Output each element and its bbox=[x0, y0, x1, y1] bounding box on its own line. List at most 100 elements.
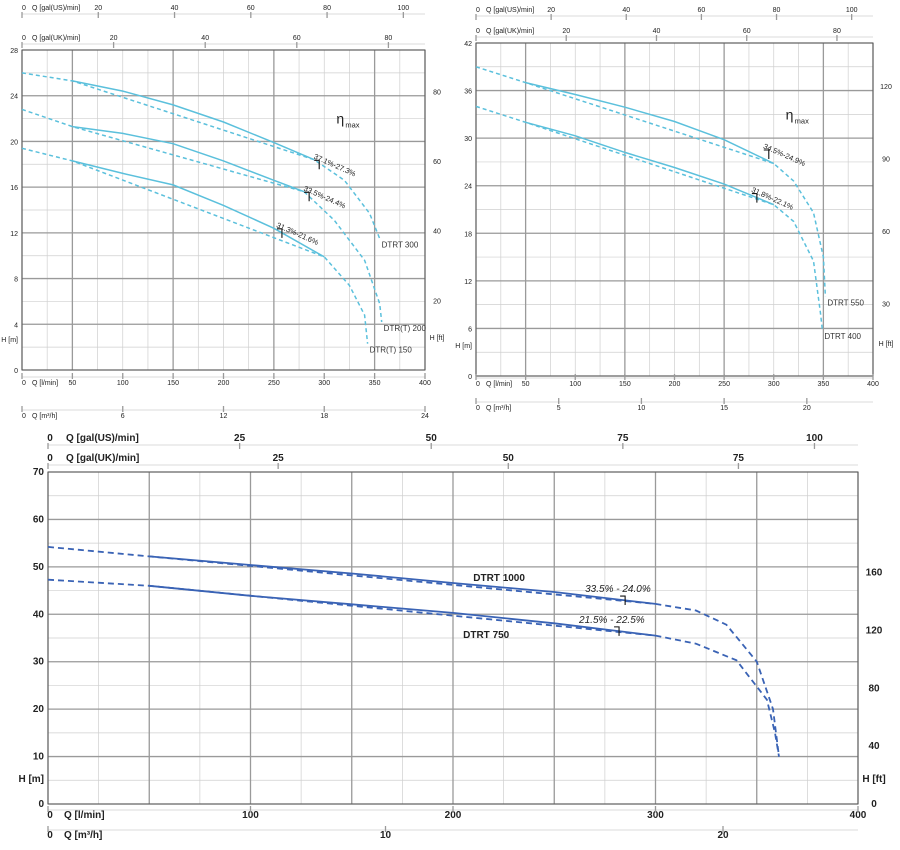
y-tick-label: 28 bbox=[10, 48, 18, 55]
top-tick-label: 60 bbox=[697, 7, 705, 14]
y-tick-label: 4 bbox=[14, 322, 18, 329]
bottom-tick-label: 100 bbox=[569, 381, 581, 388]
top-tick-label: 25 bbox=[234, 433, 246, 444]
y-tick-label-right: 60 bbox=[882, 229, 890, 236]
series-dashed-line bbox=[47, 578, 780, 757]
top-tick-label: 20 bbox=[110, 35, 118, 42]
series-solid-line bbox=[149, 555, 656, 605]
y-tick-label: 12 bbox=[464, 279, 472, 286]
bottom-tick-label: 15 bbox=[720, 405, 728, 412]
bottom-tick-label: 0 bbox=[22, 380, 26, 387]
y-tick-label-right: 160 bbox=[866, 568, 883, 579]
top-tick-label: 0 bbox=[22, 35, 26, 42]
bottom-axis-label: Q [l/min] bbox=[64, 810, 105, 821]
top-tick-label: 20 bbox=[562, 28, 570, 35]
top-tick-label: 80 bbox=[833, 28, 841, 35]
bottom-tick-label: 18 bbox=[320, 413, 328, 420]
top-tick-label: 75 bbox=[617, 433, 629, 444]
bottom-axis-label: Q [m³/h] bbox=[64, 830, 102, 841]
top-tick-label: 25 bbox=[273, 453, 285, 464]
series-name-label: DTRT 1000 bbox=[473, 573, 525, 584]
series-dtrt-750: 21.5% - 22.5% DTRT 750 bbox=[47, 578, 780, 757]
bottom-tick-label: 50 bbox=[522, 381, 530, 388]
top-tick-label: 100 bbox=[397, 5, 409, 12]
top-tick-label: 60 bbox=[247, 5, 255, 12]
top-tick-label: 75 bbox=[733, 453, 745, 464]
bottom-tick-label: 350 bbox=[369, 380, 381, 387]
bottom-tick-label: 20 bbox=[717, 830, 729, 841]
bottom-tick-label: 0 bbox=[476, 381, 480, 388]
efficiency-marker bbox=[314, 159, 320, 170]
bottom-tick-label: 200 bbox=[218, 380, 230, 387]
bottom-tick-label: 10 bbox=[638, 405, 646, 412]
y-tick-label-right: 60 bbox=[433, 159, 441, 166]
bottom-tick-label: 50 bbox=[68, 380, 76, 387]
y-tick-label-right: 30 bbox=[882, 302, 890, 309]
top-axis-label: Q [gal(US)/min] bbox=[32, 5, 80, 12]
top-tick-label: 80 bbox=[385, 35, 393, 42]
top-tick-label: 0 bbox=[476, 28, 480, 35]
bottom-tick-label: 0 bbox=[476, 405, 480, 412]
series-dashed-line bbox=[47, 546, 780, 757]
bottom-tick-label: 20 bbox=[803, 405, 811, 412]
y-tick-label: 20 bbox=[10, 139, 18, 146]
bottom-axis-label: Q [m³/h] bbox=[32, 413, 57, 420]
top-axis-label: Q [gal(UK)/min] bbox=[486, 28, 534, 35]
series-name-label: DTRT 550 bbox=[827, 299, 864, 308]
y-tick-label: 8 bbox=[14, 277, 18, 284]
y-tick-label: 42 bbox=[464, 41, 472, 48]
y-tick-label-right: 80 bbox=[868, 683, 880, 694]
efficiency-marker bbox=[304, 191, 310, 202]
bottom-tick-label: 200 bbox=[445, 810, 462, 821]
y-tick-label: 12 bbox=[10, 231, 18, 238]
top-axis-label: Q [gal(US)/min] bbox=[66, 433, 139, 444]
series-solid-line bbox=[525, 121, 775, 206]
top-tick-label: 0 bbox=[47, 433, 53, 444]
series-name-label: DTRT 400 bbox=[824, 332, 861, 341]
bottom-axis-label: Q [m³/h] bbox=[486, 405, 511, 412]
y-tick-label: 40 bbox=[33, 609, 45, 620]
y-tick-label: 18 bbox=[464, 231, 472, 238]
y-tick-label-right: 40 bbox=[433, 229, 441, 236]
y-axis-label-left: H [m] bbox=[455, 343, 472, 350]
series-dtr-t-200: 33.5%-24.4%DTR(T) 200 bbox=[21, 108, 426, 333]
top-tick-label: 80 bbox=[773, 7, 781, 14]
y-axis-label-right: H [ft] bbox=[879, 341, 894, 348]
top-axis-label: Q [gal(US)/min] bbox=[486, 7, 534, 14]
top-tick-label: 40 bbox=[622, 7, 630, 14]
bottom-tick-label: 24 bbox=[421, 413, 429, 420]
bottom-tick-label: 250 bbox=[718, 381, 730, 388]
y-tick-label-right: 120 bbox=[880, 84, 892, 91]
series-solid-line bbox=[149, 584, 656, 637]
top-tick-label: 100 bbox=[806, 433, 823, 444]
y-tick-label: 16 bbox=[10, 185, 18, 192]
y-tick-label: 0 bbox=[14, 368, 18, 375]
series-solid-line bbox=[72, 125, 305, 193]
series-dtrt-400: 31.8%-22.1%DTRT 400 bbox=[475, 105, 862, 341]
y-tick-label: 24 bbox=[10, 94, 18, 101]
top-tick-label: 50 bbox=[426, 433, 438, 444]
y-tick-label-right: 120 bbox=[866, 626, 883, 637]
y-axis-label-left: H [m] bbox=[1, 337, 18, 344]
top-tick-label: 100 bbox=[846, 7, 858, 14]
y-tick-label-right: 80 bbox=[433, 89, 441, 96]
top-tick-label: 40 bbox=[201, 35, 209, 42]
y-tick-label: 20 bbox=[33, 704, 45, 715]
eta-sub-label: max bbox=[795, 117, 809, 126]
bottom-tick-label: 250 bbox=[268, 380, 280, 387]
top-tick-label: 0 bbox=[47, 453, 53, 464]
series-solid-line bbox=[72, 80, 315, 161]
efficiency-marker bbox=[763, 149, 770, 159]
efficiency-marker bbox=[276, 228, 283, 238]
y-tick-label: 36 bbox=[464, 89, 472, 96]
eta-sub-label: max bbox=[345, 121, 359, 130]
series-dashed-line bbox=[21, 147, 369, 344]
series-dtrt-1000: 33.5% - 24.0% DTRT 1000 bbox=[47, 546, 780, 757]
top-tick-label: 40 bbox=[171, 5, 179, 12]
series-dtrt-300: 37.1%-27.3%DTRT 300 bbox=[21, 72, 419, 250]
bottom-tick-label: 5 bbox=[557, 405, 561, 412]
bottom-tick-label: 12 bbox=[220, 413, 228, 420]
bottom-tick-label: 0 bbox=[22, 413, 26, 420]
efficiency-marker bbox=[614, 626, 620, 636]
y-tick-label: 50 bbox=[33, 562, 45, 573]
